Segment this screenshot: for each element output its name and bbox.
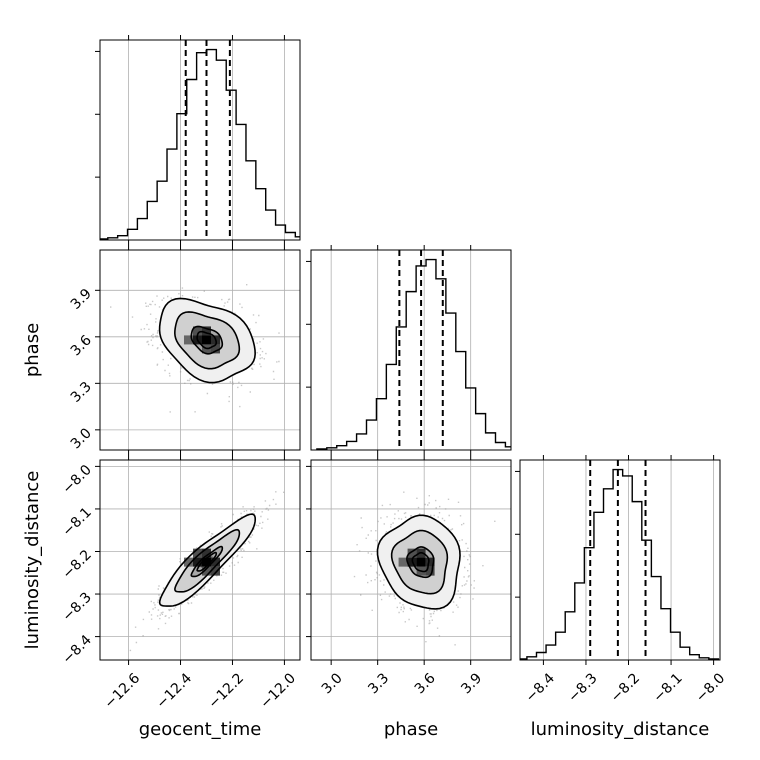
contour-line [190,545,224,578]
y-tick-label: −8.4 [59,632,94,667]
joint-panel-geocent_time-luminosity_distance [95,455,301,665]
density-cell [425,566,435,576]
x-tick-label: −8.3 [565,670,600,705]
density-cell [201,557,211,567]
contour-line [411,551,430,573]
hist-panel-luminosity_distance [515,455,721,665]
joint-panel-phase-luminosity_distance [306,455,512,665]
contour-line [196,551,218,572]
joint-content [110,284,280,413]
density-cell [201,548,211,558]
x-tick-label: 3.6 [412,670,439,697]
contour-line [376,514,461,610]
density-cell [210,566,220,576]
x-tick-label: −8.4 [523,670,558,705]
contour-line [390,529,449,595]
y-axis-label-phase: phase [22,323,43,377]
contour-line [406,546,435,579]
x-axis-label-phase: phase [384,719,438,740]
y-tick-label: 3.3 [68,379,95,406]
density-cell [192,548,202,558]
panel-frame [310,249,512,451]
density-cell [210,344,220,354]
contour-line [196,330,218,350]
x-axis-label-luminosity_distance: luminosity_distance [531,719,710,740]
contour-line [174,528,241,593]
y-tick-label: 3.9 [68,286,95,313]
joint-panel-geocent_time-phase [95,245,301,455]
panel-frame [310,459,512,661]
panel-frame [519,459,721,661]
density-cell [425,557,435,567]
panel-frame [99,459,301,661]
x-axis-label-geocent_time: geocent_time [139,719,262,740]
contour-line [158,297,256,384]
y-tick-label: −8.0 [59,462,94,497]
density-cell [183,557,193,567]
x-tick-label: −8.2 [608,670,643,705]
density-cell [407,548,417,558]
y-tick-label: −8.3 [59,590,94,625]
panel-frame [99,249,301,451]
x-tick-label: 3.0 [319,670,346,697]
hist-panel-geocent_time [95,35,301,245]
y-tick-label: 3.0 [68,425,95,452]
density-cell [201,326,211,336]
density-cell [192,326,202,336]
joint-content [129,491,285,652]
x-tick-label: −12.4 [153,670,195,712]
density-cell [398,557,408,567]
y-axis-label-luminosity_distance: luminosity_distance [22,471,43,650]
x-tick-label: −8.0 [693,670,728,705]
hist-panel-phase [306,245,512,455]
x-tick-label: −12.6 [102,670,144,712]
tick-labels: −12.6 −12.4 −12.2 −12.0 3.0 3.3 3.6 3.9 −8.4 −8.3… [59,286,728,712]
density-cell [210,557,220,567]
joint-content [353,491,496,646]
density-cell [192,557,202,567]
x-tick-label: −12.0 [257,670,299,712]
x-tick-label: −12.2 [205,670,247,712]
y-tick-label: 3.6 [68,332,95,359]
y-tick-label: −8.2 [59,547,94,582]
histogram-luminosity_distance [520,468,720,660]
x-tick-label: 3.9 [458,670,485,697]
density-cell [416,557,426,567]
x-tick-label: 3.3 [365,670,392,697]
panel-frame [99,39,301,241]
x-tick-label: −8.1 [650,670,685,705]
contour-line [174,311,241,370]
contour-line [190,325,224,355]
density-cell [201,566,211,576]
axis-labels: geocent_time phase luminosity_distancephas… [22,323,709,740]
density-cell [201,335,211,345]
density-cell [183,335,193,345]
contour-line [158,513,257,607]
y-tick-label: −8.1 [59,504,94,539]
